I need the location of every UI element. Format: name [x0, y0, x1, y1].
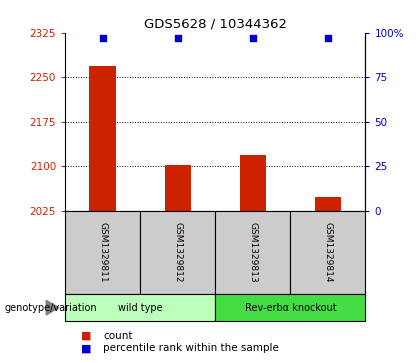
Text: ■: ■: [81, 331, 92, 341]
Point: [249, 35, 256, 41]
Bar: [215, 294, 365, 321]
Text: count: count: [103, 331, 132, 341]
Bar: [315, 197, 341, 211]
Bar: [65, 294, 215, 321]
Text: GSM1329813: GSM1329813: [248, 222, 257, 283]
Text: genotype/variation: genotype/variation: [4, 303, 97, 313]
Point: [174, 35, 181, 41]
Bar: [215, 211, 290, 294]
Point: [99, 35, 106, 41]
Bar: [240, 155, 266, 211]
Text: Rev-erbα knockout: Rev-erbα knockout: [244, 303, 336, 313]
Point: [325, 35, 331, 41]
Text: percentile rank within the sample: percentile rank within the sample: [103, 343, 279, 354]
Text: ■: ■: [81, 343, 92, 354]
Bar: [165, 166, 191, 211]
Text: GSM1329814: GSM1329814: [323, 222, 332, 282]
Title: GDS5628 / 10344362: GDS5628 / 10344362: [144, 17, 287, 30]
Bar: [89, 66, 116, 211]
Bar: [290, 211, 365, 294]
Text: GSM1329812: GSM1329812: [173, 222, 182, 282]
Text: wild type: wild type: [118, 303, 163, 313]
Bar: [65, 211, 140, 294]
Text: GSM1329811: GSM1329811: [98, 222, 107, 283]
Bar: [140, 211, 215, 294]
